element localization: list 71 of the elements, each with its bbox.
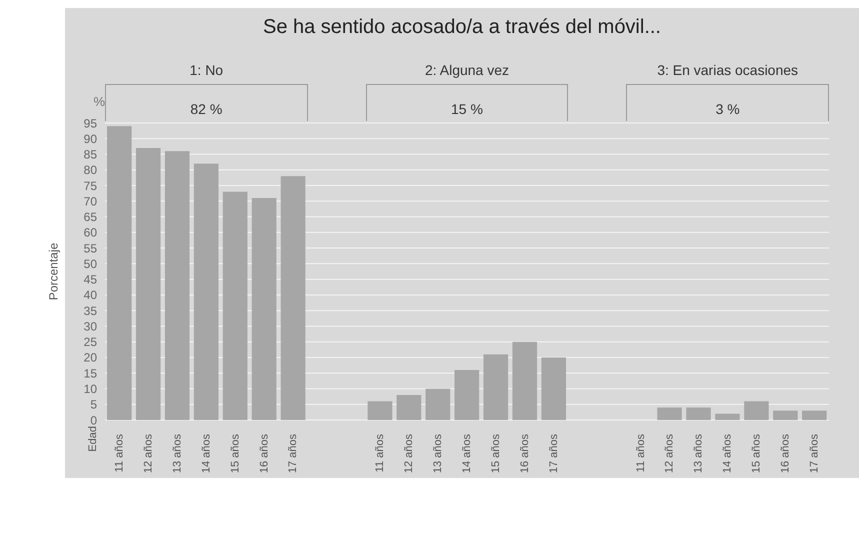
bar (426, 388, 450, 420)
bar (107, 126, 132, 420)
y-tick-label: 30 (84, 319, 98, 334)
y-tick-label: 0 (90, 413, 98, 428)
bar (396, 394, 422, 420)
text: 82 % (189, 101, 224, 117)
bar (512, 342, 538, 420)
text: 3 % (714, 101, 741, 117)
x-tick-label: 15 años (229, 434, 242, 474)
text: Edad (87, 426, 99, 452)
y-tick-label: 95 (84, 116, 98, 130)
bar (222, 192, 248, 420)
x-tick-label: 11 años (113, 434, 126, 472)
text: 15 % (450, 101, 484, 117)
bar (483, 354, 508, 420)
x-tick-label: 13 años (171, 434, 184, 474)
x-tick-label: 16 años (258, 434, 270, 474)
bar (715, 414, 740, 420)
y-tick-label: 70 (84, 194, 98, 208)
text: 3: En varias ocasiones (656, 62, 800, 78)
x-tick-label: 14 años (722, 434, 734, 474)
bar (744, 401, 769, 420)
text: 1: No (188, 62, 224, 78)
y-tick-label: 25 (84, 335, 98, 350)
bar (773, 410, 798, 420)
y-tick-label: 65 (84, 210, 98, 224)
y-tick-label: 20 (84, 350, 98, 365)
y-tick-label: 90 (84, 132, 98, 146)
bar (541, 357, 566, 420)
bar (454, 370, 480, 420)
y-tick-label: 10 (84, 382, 98, 396)
y-tick-label: 35 (84, 304, 98, 318)
text: % (92, 94, 105, 109)
y-tick-label: 15 (84, 366, 98, 380)
x-tick-label: 12 años (142, 434, 154, 474)
y-tick-label: 40 (84, 288, 98, 302)
x-tick-label: 13 años (432, 434, 444, 474)
y-tick-label: 55 (84, 241, 98, 256)
x-tick-label: 11 años (374, 434, 386, 472)
y-tick-label: 60 (84, 226, 98, 240)
x-tick-label: 16 años (518, 434, 531, 474)
x-tick-label: 14 años (200, 434, 212, 474)
bar (194, 164, 218, 420)
x-tick-label: 15 años (750, 434, 763, 474)
y-tick-label: 80 (84, 163, 98, 178)
y-tick-label: 45 (84, 272, 98, 287)
x-tick-label: 14 años (461, 434, 473, 474)
y-tick-label: 50 (84, 256, 98, 271)
x-tick-label: 16 años (780, 434, 792, 474)
bar (280, 176, 306, 420)
x-tick-label: 12 años (664, 434, 676, 474)
bar (802, 410, 827, 420)
text: 2: Alguna vez (424, 62, 510, 78)
y-tick-label: 85 (84, 148, 98, 162)
bar (136, 148, 161, 420)
x-tick-label: 11 años (634, 434, 647, 472)
x-tick-label: 17 años (808, 434, 821, 474)
y-tick-label: 5 (90, 398, 98, 412)
x-tick-label: 13 años (692, 434, 705, 474)
bar (252, 198, 276, 420)
bar (368, 401, 392, 420)
x-tick-label: 17 años (287, 434, 300, 474)
y-axis-title: Porcentaje (46, 242, 60, 300)
x-tick-label: 15 años (490, 434, 502, 474)
y-tick-label: 75 (84, 178, 98, 193)
x-tick-label: 17 años (548, 434, 560, 474)
bar (164, 151, 190, 420)
chart-title: Se ha sentido acosado/a a través del móvil... (262, 16, 662, 39)
bar (686, 407, 711, 420)
x-tick-label: 12 años (403, 434, 416, 474)
bar (657, 407, 682, 420)
